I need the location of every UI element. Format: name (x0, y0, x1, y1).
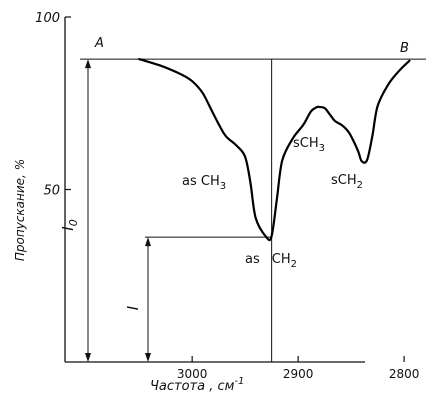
annotation-s-ch3: sCH3 (293, 136, 325, 154)
label-i0: I0 (59, 219, 80, 230)
i-arrowhead-top (145, 237, 151, 247)
label-b: B (400, 41, 409, 56)
annotation-s-ch2: sCH2 (331, 173, 363, 191)
annotation-as-ch2: as CH2 (245, 252, 297, 270)
x-tick-label: 3000 (177, 367, 208, 381)
annotation-as-ch3: as CH3 (182, 174, 226, 192)
label-a: A (94, 36, 104, 51)
y-axis-label: Пропускание, % (13, 159, 27, 261)
i0-arrowhead-bottom (85, 353, 91, 362)
x-tick-label: 2900 (283, 367, 314, 381)
i-arrowhead-bottom (145, 353, 151, 362)
y-tick-label: 50 (43, 184, 60, 199)
x-axis-label: Частота , см-1 (150, 376, 244, 394)
y-ticks: 50 100 (35, 11, 71, 199)
i0-arrowhead-top (85, 59, 91, 69)
y-tick-label: 100 (35, 11, 60, 26)
spectrum-line (138, 58, 411, 242)
x-tick-label: 2800 (389, 367, 420, 381)
x-ticks: 3000 2900 2800 (177, 356, 419, 381)
label-i: I (124, 305, 142, 310)
